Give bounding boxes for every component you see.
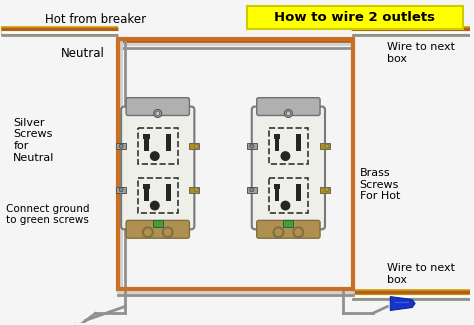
Circle shape [119, 188, 123, 192]
Text: Connect ground
to green screws: Connect ground to green screws [6, 204, 90, 225]
Bar [247, 187, 257, 193]
Bar [273, 184, 281, 189]
Bar [166, 134, 171, 139]
Bar [296, 134, 301, 139]
Bar [247, 143, 257, 149]
Circle shape [281, 151, 291, 161]
Bar [296, 138, 301, 151]
Bar [143, 134, 150, 139]
Bar [138, 128, 178, 164]
Bar [118, 39, 353, 289]
Bar [166, 188, 171, 201]
Circle shape [250, 144, 254, 148]
Bar [273, 134, 281, 139]
Bar [116, 187, 126, 193]
Bar [269, 128, 308, 164]
Polygon shape [390, 297, 415, 310]
Text: Silver
Screws
for
Neutral: Silver Screws for Neutral [13, 118, 55, 162]
Text: Neutral: Neutral [61, 47, 105, 60]
Circle shape [325, 188, 329, 192]
FancyBboxPatch shape [126, 220, 190, 238]
Circle shape [154, 110, 162, 117]
Circle shape [281, 201, 291, 211]
Bar [283, 220, 293, 227]
Bar [296, 184, 301, 189]
Circle shape [156, 111, 160, 115]
FancyBboxPatch shape [257, 98, 320, 115]
Circle shape [194, 144, 198, 148]
Bar [116, 143, 126, 149]
Circle shape [119, 144, 123, 148]
Bar [247, 6, 463, 29]
Bar [274, 138, 280, 151]
Bar [138, 178, 178, 214]
Text: Brass
Screws
For Hot: Brass Screws For Hot [360, 168, 400, 202]
Text: Wire to next
box: Wire to next box [387, 42, 456, 64]
FancyBboxPatch shape [257, 220, 320, 238]
Bar [166, 184, 171, 189]
Text: How to wire 2 outlets: How to wire 2 outlets [274, 11, 435, 24]
FancyBboxPatch shape [126, 98, 190, 115]
Bar [166, 138, 171, 151]
Bar [144, 188, 149, 201]
Circle shape [150, 151, 160, 161]
Bar [320, 143, 330, 149]
FancyBboxPatch shape [252, 107, 325, 229]
Bar [274, 188, 280, 201]
Circle shape [325, 144, 329, 148]
Bar [153, 220, 163, 227]
Circle shape [150, 201, 160, 211]
Circle shape [250, 188, 254, 192]
Circle shape [284, 110, 292, 117]
Bar [190, 187, 199, 193]
Bar [320, 187, 330, 193]
Bar [269, 178, 308, 214]
Circle shape [286, 111, 291, 115]
Bar [296, 188, 301, 201]
Circle shape [194, 188, 198, 192]
Bar [190, 143, 199, 149]
Bar [143, 184, 150, 189]
Text: Hot from breaker: Hot from breaker [45, 13, 146, 26]
Bar [144, 138, 149, 151]
Text: Wire to next
box: Wire to next box [387, 263, 456, 285]
FancyBboxPatch shape [121, 107, 194, 229]
Polygon shape [51, 323, 76, 325]
